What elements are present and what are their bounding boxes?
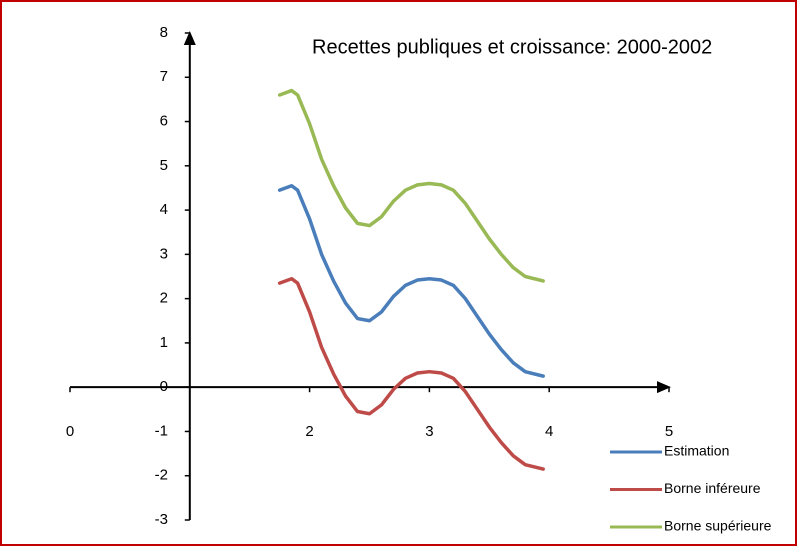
y-tick-label: 8 xyxy=(160,24,168,41)
y-tick-label: 2 xyxy=(160,290,168,307)
y-tick-label: 0 xyxy=(160,378,168,395)
y-tick-label: 5 xyxy=(160,157,168,174)
y-tick-label: 4 xyxy=(160,201,168,218)
x-axis-arrow xyxy=(657,381,671,394)
series-line xyxy=(277,88,545,283)
series-line xyxy=(277,183,545,378)
series-line xyxy=(277,276,545,471)
x-tick-label: 2 xyxy=(305,423,313,440)
y-tick-label: 1 xyxy=(160,334,168,351)
legend-label: Borne supérieure xyxy=(664,518,772,534)
x-tick-label: 4 xyxy=(545,423,553,440)
x-tick-label: 0 xyxy=(66,423,74,440)
legend-label: Estimation xyxy=(664,443,729,459)
legend-label: Borne inféreure xyxy=(664,480,761,496)
x-tick-label: 3 xyxy=(425,423,433,440)
y-tick-label: 7 xyxy=(160,68,168,85)
y-tick-label: -3 xyxy=(155,511,168,528)
y-axis-arrow xyxy=(183,31,196,45)
x-tick-label: 5 xyxy=(665,423,673,440)
y-tick-label: -2 xyxy=(155,467,168,484)
chart-title: Recettes publiques et croissance: 2000-2… xyxy=(312,36,712,58)
y-tick-label: -1 xyxy=(155,422,168,439)
y-tick-label: 6 xyxy=(160,113,168,130)
y-tick-label: 3 xyxy=(160,245,168,262)
